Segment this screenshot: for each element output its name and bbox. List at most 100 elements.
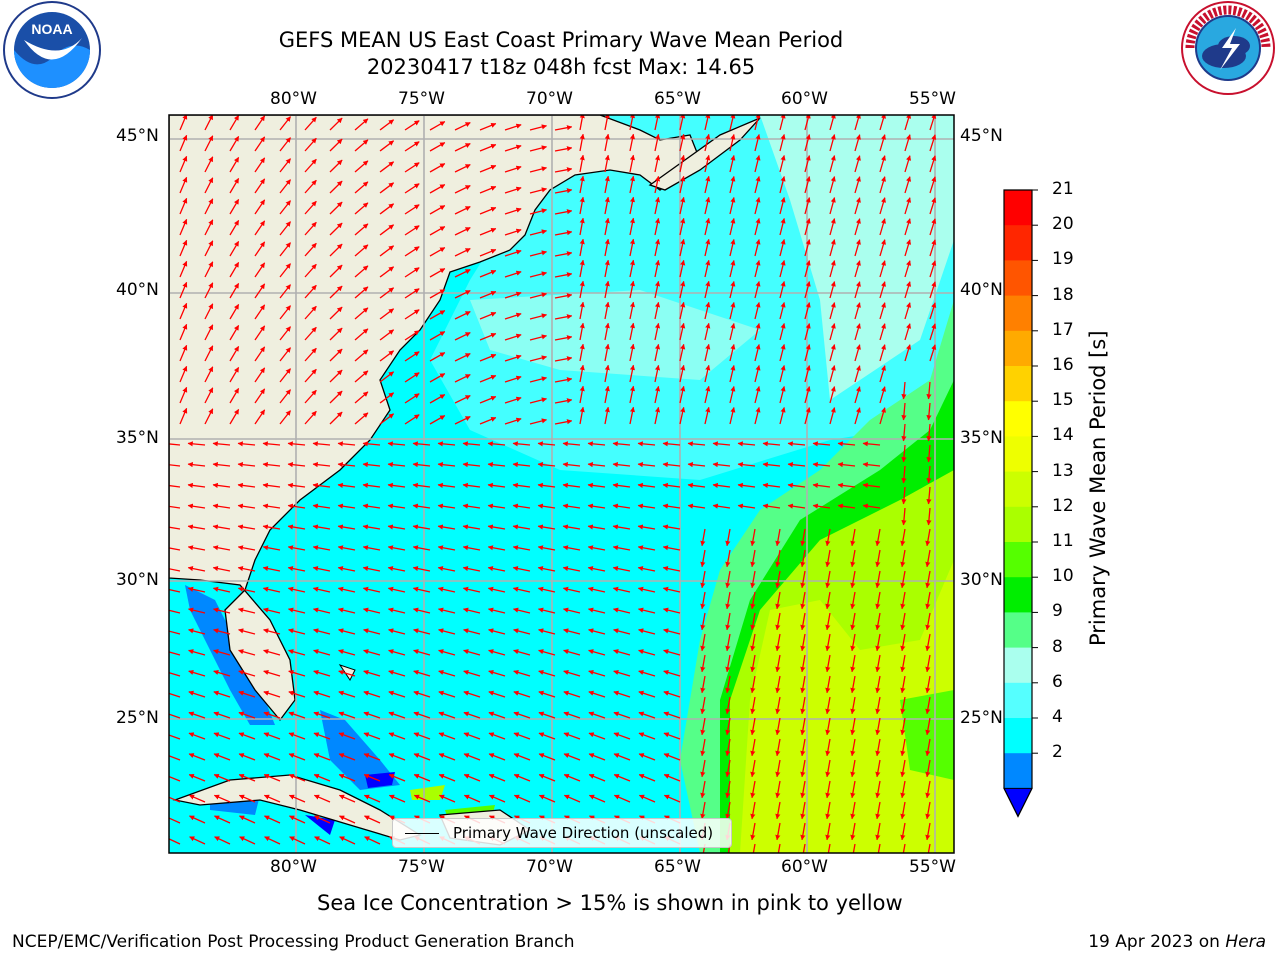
wave-arrow bbox=[687, 462, 706, 468]
wave-arrow bbox=[263, 628, 281, 635]
wave-arrow bbox=[750, 738, 756, 757]
wave-arrow bbox=[304, 137, 317, 152]
wave-arrow bbox=[538, 669, 556, 677]
wave-arrow bbox=[363, 649, 381, 656]
wave-arrow bbox=[364, 836, 381, 845]
wave-arrow bbox=[854, 197, 861, 215]
wave-arrow bbox=[612, 482, 631, 488]
wave-arrow bbox=[288, 649, 306, 656]
wave-arrow bbox=[529, 208, 548, 215]
wave-arrow bbox=[563, 732, 581, 740]
wave-arrow bbox=[487, 462, 506, 468]
wave-arrow bbox=[488, 628, 506, 635]
wave-arrow bbox=[237, 586, 256, 593]
wave-arrow bbox=[825, 612, 831, 631]
wave-arrow bbox=[900, 633, 906, 652]
wave-arrow bbox=[779, 115, 786, 131]
wave-arrow bbox=[725, 633, 731, 652]
wave-arrow bbox=[329, 138, 343, 152]
wave-arrow bbox=[613, 711, 631, 719]
colorbar-swatch bbox=[1004, 295, 1032, 332]
wave-arrow bbox=[437, 462, 456, 468]
wave-arrow bbox=[538, 628, 556, 635]
wave-arrow bbox=[212, 441, 231, 447]
wave-arrow bbox=[238, 732, 256, 740]
wave-arrow bbox=[287, 545, 306, 551]
wave-arrow bbox=[229, 282, 240, 299]
wave-arrow bbox=[187, 524, 206, 530]
lat-tick-right: 35°N bbox=[960, 428, 1003, 448]
wave-arrow bbox=[204, 240, 214, 257]
wave-arrow bbox=[238, 669, 256, 677]
wave-arrow bbox=[854, 302, 861, 320]
wave-arrow bbox=[901, 486, 907, 505]
wave-arrow bbox=[169, 732, 181, 740]
wave-arrow bbox=[662, 462, 681, 468]
wave-arrow bbox=[579, 322, 585, 341]
wave-arrow bbox=[754, 238, 761, 257]
wave-arrow bbox=[654, 175, 661, 194]
wave-arrow bbox=[479, 227, 497, 236]
wave-arrow bbox=[929, 155, 937, 173]
colorbar-swatch bbox=[1004, 682, 1032, 719]
wave-arrow bbox=[712, 482, 731, 488]
wave-arrow bbox=[879, 260, 886, 278]
wave-arrow bbox=[829, 239, 836, 257]
wave-arrow bbox=[312, 586, 331, 593]
wave-arrow bbox=[750, 528, 756, 547]
wave-arrow bbox=[579, 280, 585, 299]
wave-arrow bbox=[462, 586, 481, 593]
wave-arrow bbox=[188, 690, 206, 698]
wave-arrow bbox=[904, 323, 912, 341]
wave-arrow bbox=[363, 732, 381, 740]
wave-arrow bbox=[804, 302, 811, 320]
wave-arrow bbox=[629, 406, 636, 425]
wave-arrow bbox=[204, 156, 214, 173]
wave-arrow bbox=[829, 365, 836, 383]
wave-arrow bbox=[725, 591, 731, 610]
wave-arrow bbox=[679, 175, 686, 194]
wave-arrow bbox=[779, 217, 786, 236]
wave-arrow bbox=[213, 628, 231, 635]
wave-arrow bbox=[637, 586, 656, 593]
wave-arrow bbox=[562, 565, 581, 572]
wave-arrow bbox=[188, 773, 206, 782]
wave-arrow bbox=[562, 503, 581, 509]
wave-arrow bbox=[289, 815, 306, 824]
wave-arrow bbox=[613, 773, 631, 782]
wave-arrow bbox=[704, 196, 711, 215]
wave-arrow bbox=[754, 154, 761, 173]
wave-arrow bbox=[750, 654, 756, 673]
wave-arrow bbox=[750, 612, 756, 631]
wave-arrow bbox=[704, 364, 711, 383]
wave-arrow bbox=[312, 482, 331, 488]
wave-arrow bbox=[613, 690, 631, 698]
wave-arrow bbox=[529, 124, 548, 131]
wave-arrow bbox=[613, 794, 631, 803]
wave-arrow bbox=[925, 633, 931, 652]
colorbar-tick-label: 10 bbox=[1052, 566, 1074, 587]
wave-arrow bbox=[404, 267, 420, 278]
wave-arrow bbox=[879, 344, 886, 362]
wave-arrow bbox=[537, 503, 556, 509]
colorbar-swatch bbox=[1004, 647, 1032, 684]
wave-arrow bbox=[929, 281, 937, 299]
wave-arrow bbox=[925, 717, 931, 736]
wave-arrow bbox=[663, 628, 681, 635]
wave-arrow bbox=[850, 570, 856, 589]
wave-arrow bbox=[775, 591, 781, 610]
wave-arrow bbox=[504, 270, 522, 278]
wave-arrow bbox=[363, 669, 381, 677]
wave-arrow bbox=[262, 607, 281, 614]
wave-arrow bbox=[563, 690, 581, 698]
colorbar-swatch bbox=[1004, 330, 1032, 367]
wave-arrow bbox=[604, 385, 610, 404]
wave-arrow bbox=[800, 633, 806, 652]
wave-arrow bbox=[287, 565, 306, 572]
wave-arrow bbox=[187, 607, 206, 614]
wave-arrow bbox=[613, 732, 631, 740]
wave-arrow bbox=[750, 633, 756, 652]
wave-arrow bbox=[679, 196, 686, 215]
wave-arrow bbox=[264, 815, 281, 824]
wave-arrow bbox=[804, 155, 811, 173]
